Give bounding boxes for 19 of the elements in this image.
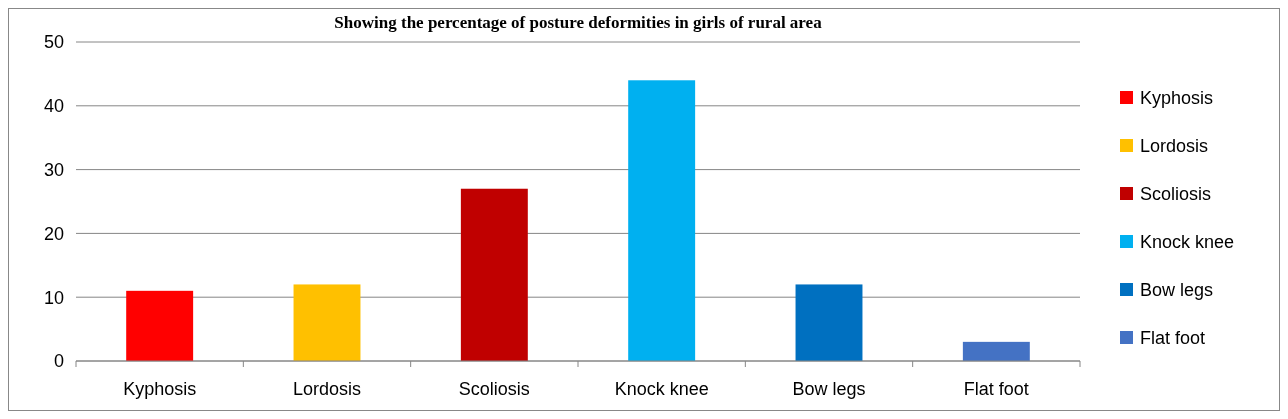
x-tick-label: Lordosis <box>292 379 362 399</box>
x-tick-label: Bow legs <box>792 379 866 399</box>
x-tick-label: Knock knee <box>614 379 709 399</box>
legend-label: Flat foot <box>1140 328 1206 349</box>
y-tick-label: 40 <box>43 96 64 117</box>
x-tick-label: Flat foot <box>963 379 1029 399</box>
y-tick-label: 10 <box>43 287 64 308</box>
x-tick-label: Scoliosis <box>458 379 530 399</box>
legend-label: Bow legs <box>1140 280 1214 301</box>
legend-label: Lordosis <box>1140 136 1209 157</box>
y-tick-label: 30 <box>43 159 64 180</box>
legend-label: Knock knee <box>1140 232 1235 253</box>
chart-title: Showing the percentage of posture deformities in girls of rural area <box>334 13 823 32</box>
y-tick-label: 50 <box>43 32 64 53</box>
y-tick-label: 0 <box>53 351 64 372</box>
y-tick-label: 20 <box>43 223 64 244</box>
legend-label: Kyphosis <box>1140 88 1214 109</box>
legend-label: Scoliosis <box>1140 184 1212 205</box>
x-tick-label: Kyphosis <box>123 379 197 399</box>
